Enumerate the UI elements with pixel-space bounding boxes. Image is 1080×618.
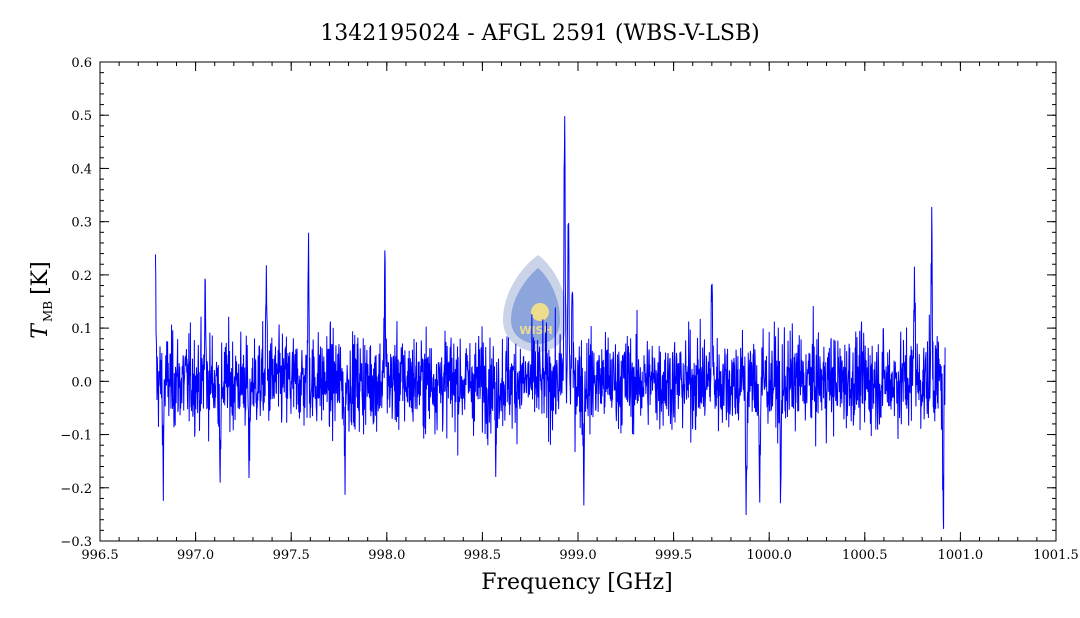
x-tick-label: 1000.0 xyxy=(746,548,792,563)
x-tick-label: 996.5 xyxy=(81,548,118,563)
y-tick-label: 0.6 xyxy=(71,56,92,71)
y-tick-label: −0.1 xyxy=(60,429,92,444)
svg-text:TMB[K]: TMB [K] xyxy=(28,261,55,338)
x-tick-label: 998.5 xyxy=(464,548,501,563)
chart-title: 1342195024 - AFGL 2591 (WBS-V-LSB) xyxy=(320,21,760,46)
y-axis-label: TMB [K] xyxy=(28,261,55,338)
logo-text: WISH xyxy=(519,324,552,337)
y-axis-label-main: T xyxy=(28,322,53,339)
y-tick-label: −0.2 xyxy=(60,482,92,497)
x-tick-label: 997.0 xyxy=(177,548,214,563)
x-tick-label: 997.5 xyxy=(273,548,310,563)
x-tick-label: 999.0 xyxy=(559,548,596,563)
plot-frame xyxy=(99,61,1057,542)
spectrum-series-line xyxy=(154,116,946,530)
y-tick-label: 0.0 xyxy=(71,375,92,390)
x-axis-label: Frequency [GHz] xyxy=(481,570,673,595)
y-tick-label: 0.2 xyxy=(71,269,92,284)
y-tick-label: 0.5 xyxy=(71,109,92,124)
y-axis-label-sub: MB xyxy=(41,301,55,322)
wish-logo-icon: WISH xyxy=(503,255,568,352)
y-tick-label: 0.1 xyxy=(71,322,92,337)
x-tick-label: 998.0 xyxy=(368,548,405,563)
y-tick-label: 0.4 xyxy=(71,162,92,177)
x-tick-label: 1001.0 xyxy=(938,548,984,563)
y-tick-label: 0.3 xyxy=(71,216,92,231)
x-tick-label: 999.5 xyxy=(655,548,692,563)
y-axis-label-unit: [K] xyxy=(28,261,53,295)
y-tick-label: −0.3 xyxy=(60,535,92,550)
x-tick-label: 1000.5 xyxy=(842,548,888,563)
x-tick-label: 1001.5 xyxy=(1033,548,1079,563)
